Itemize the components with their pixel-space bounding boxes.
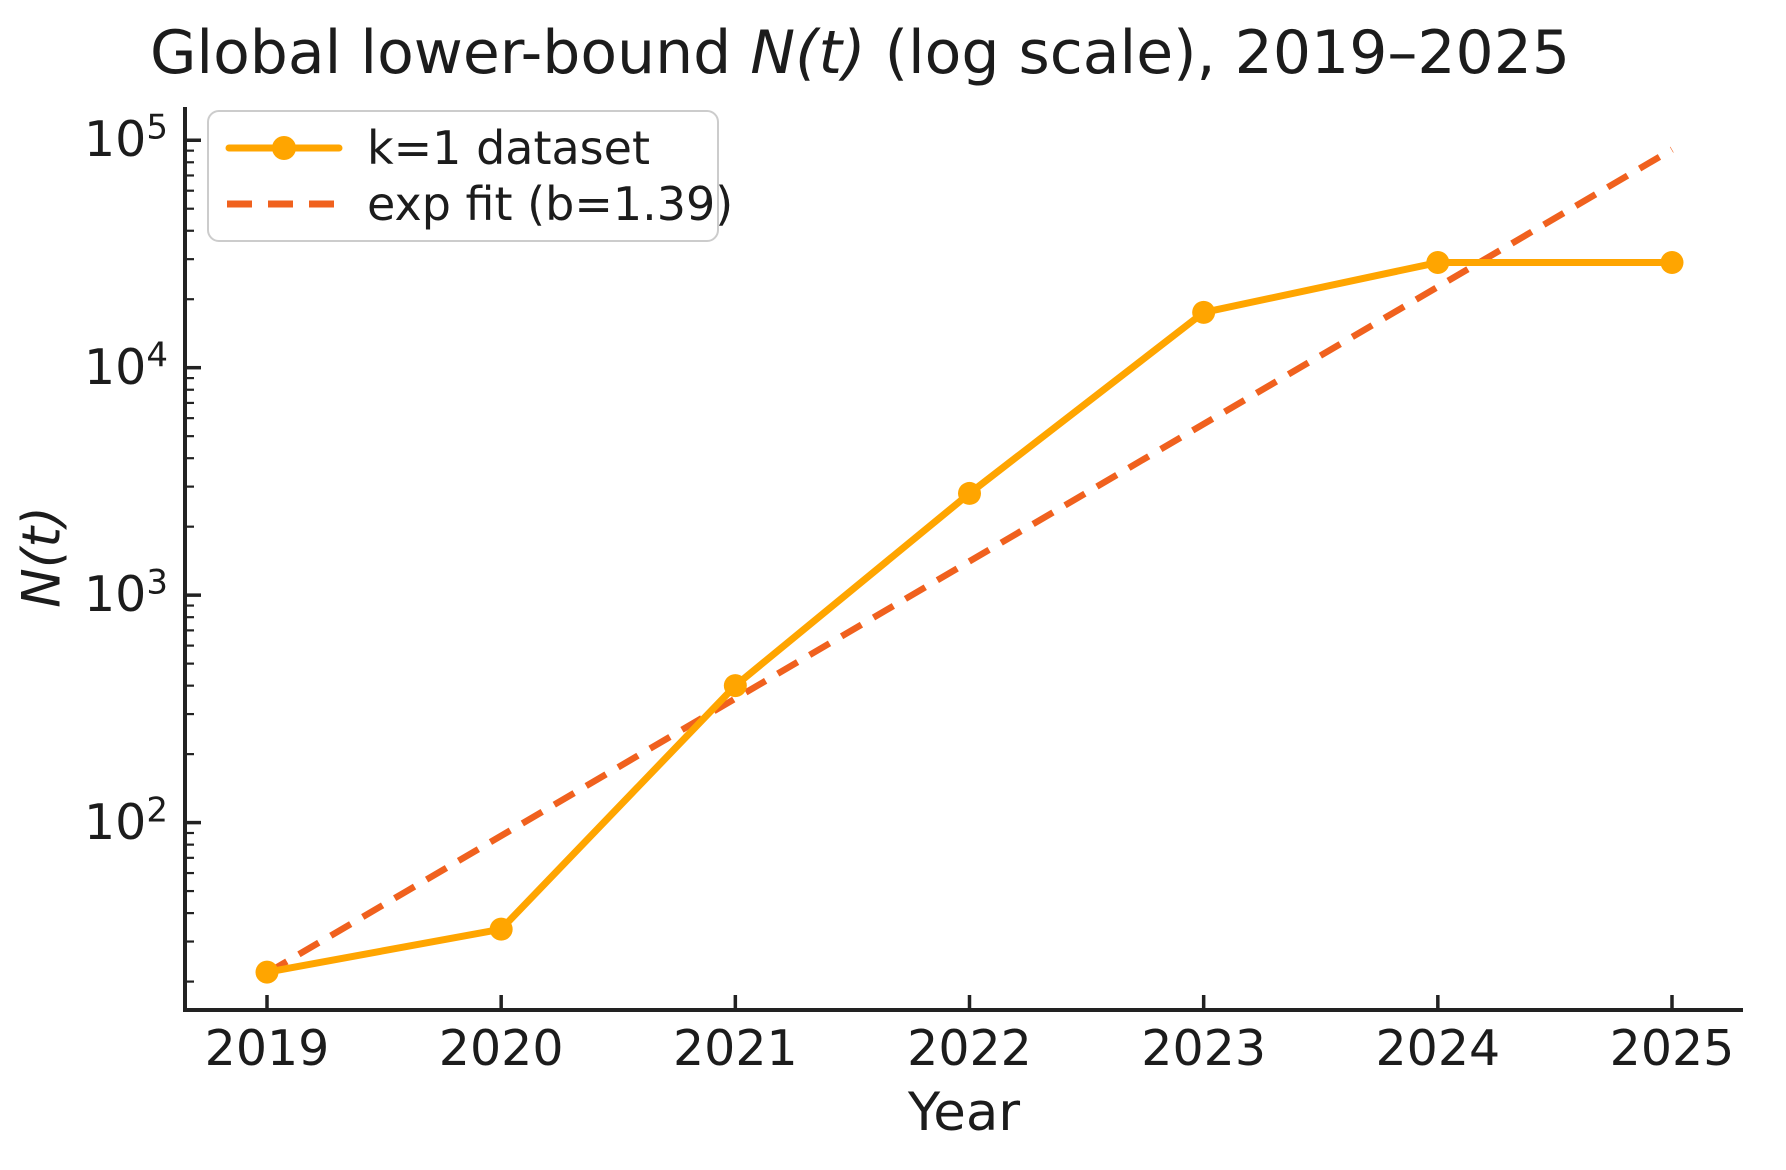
y-tick-label: 104 — [84, 335, 168, 396]
data-point-marker — [958, 481, 982, 505]
x-tick-label: 2021 — [672, 1020, 798, 1077]
data-point-marker — [1192, 300, 1216, 324]
x-tick-label: 2022 — [907, 1020, 1032, 1077]
x-tick-label: 2020 — [438, 1020, 564, 1077]
legend-entry-k1-dataset: k=1 dataset — [223, 121, 703, 175]
exp-fit-line — [265, 146, 1674, 976]
legend: k=1 dataset exp fit (b=1.39) — [207, 110, 733, 242]
chart-title-prefix: Global lower-bound — [149, 18, 751, 88]
chart-title-suffix: (log scale), 2019–2025 — [865, 18, 1571, 88]
y-tick-label: 103 — [84, 562, 168, 624]
y-tick-label: 105 — [84, 107, 168, 169]
x-tick-label: 2023 — [1141, 1020, 1266, 1077]
x-axis-label: Year — [907, 1082, 1021, 1143]
chart-title-math: N(t) — [750, 18, 866, 88]
legend-label-exp-fit: exp fit (b=1.39) — [367, 177, 734, 231]
data-point-marker — [723, 674, 747, 698]
x-tick-label: 2024 — [1375, 1020, 1501, 1077]
x-tick-label: 2019 — [204, 1020, 330, 1077]
data-point-marker — [255, 960, 279, 984]
data-point-marker — [1660, 251, 1684, 275]
x-tick-label: 2025 — [1609, 1020, 1735, 1077]
dashed-line-icon — [227, 200, 341, 208]
chart-title: Global lower-bound N(t) (log scale), 201… — [60, 18, 1660, 88]
legend-label-k1-dataset: k=1 dataset — [367, 121, 650, 175]
solid-line-marker-icon — [225, 136, 343, 160]
data-point-marker — [489, 917, 513, 941]
k1-series-line — [263, 259, 1676, 976]
data-point-marker — [1426, 251, 1450, 275]
axis-spines — [183, 107, 1743, 1012]
y-tick-label: 102 — [84, 790, 168, 851]
legend-entry-exp-fit: exp fit (b=1.39) — [223, 177, 733, 231]
